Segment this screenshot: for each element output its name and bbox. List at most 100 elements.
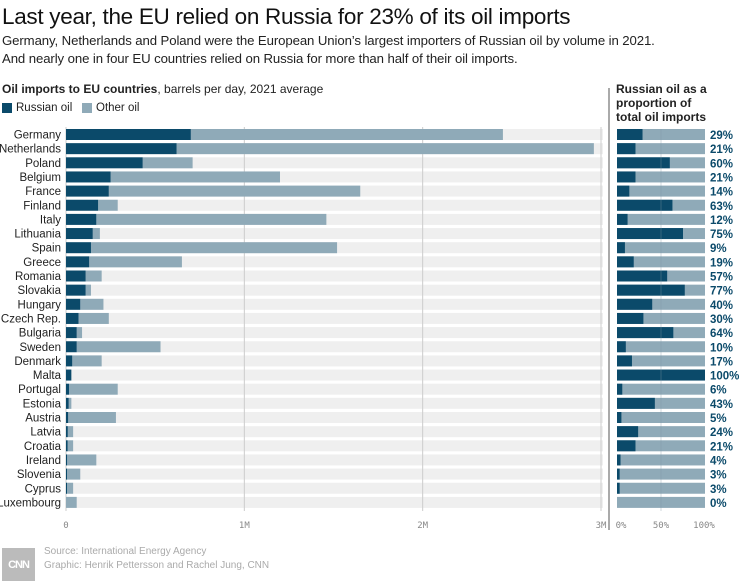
row-stripe	[66, 412, 603, 423]
subtitle-line-1: Germany, Netherlands and Poland were the…	[2, 33, 655, 48]
bar-other-oil	[92, 228, 100, 240]
country-label: Czech Rep.	[1, 313, 61, 325]
country-label: Belgium	[19, 172, 61, 184]
proportion-label: 24%	[710, 427, 733, 439]
proportion-label: 3%	[710, 484, 727, 496]
bar-other-oil	[89, 256, 182, 268]
proportion-label: 43%	[710, 399, 733, 411]
bar-other-oil	[90, 242, 338, 254]
legend-swatch-other	[82, 103, 92, 113]
proportion-label: 100%	[710, 371, 739, 383]
left-chart-heading: Oil imports to EU countries, barrels per…	[2, 82, 324, 96]
proportion-bar	[617, 157, 670, 169]
bar-other-oil	[98, 199, 118, 211]
row-stripe	[66, 284, 603, 296]
proportion-bar	[617, 312, 644, 324]
proportion-bar	[617, 341, 626, 353]
proportion-label: 10%	[710, 342, 733, 354]
bar-russian-oil	[66, 228, 93, 240]
row-stripe	[66, 199, 603, 211]
proportion-bar	[617, 228, 683, 240]
bar-russian-oil	[66, 312, 79, 324]
bar-russian-oil	[66, 171, 111, 183]
row-stripe	[66, 468, 603, 480]
proportion-label: 9%	[710, 243, 727, 255]
country-label: Luxembourg	[0, 497, 61, 509]
row-stripe	[66, 256, 603, 268]
proportion-bar	[617, 412, 622, 423]
row-stripe	[66, 454, 603, 466]
proportion-bar	[617, 270, 668, 282]
country-label: Spain	[32, 243, 61, 255]
bar-russian-oil	[66, 454, 68, 466]
bar-other-oil	[78, 312, 109, 324]
proportion-bar	[617, 468, 620, 480]
row-stripe	[66, 397, 603, 409]
bar-other-oil	[108, 185, 361, 197]
proportion-label: 57%	[710, 272, 733, 284]
country-label: Lithuania	[14, 229, 61, 241]
proportion-label: 21%	[710, 172, 733, 184]
legend-swatch-russian	[2, 103, 12, 113]
proportion-label: 63%	[710, 201, 733, 213]
bar-other-oil	[96, 213, 327, 225]
country-label: Estonia	[23, 398, 62, 410]
country-label: Romania	[15, 271, 62, 283]
proportion-bar	[617, 242, 625, 254]
country-label: Slovenia	[17, 469, 62, 481]
row-stripe	[66, 383, 603, 395]
bar-other-oil	[85, 284, 91, 296]
proportion-label: 29%	[710, 130, 733, 142]
proportion-label: 6%	[710, 385, 727, 397]
bar-other-oil	[80, 298, 104, 310]
country-label: Greece	[23, 257, 61, 269]
cnn-logo: CNN	[2, 548, 35, 581]
country-label: Sweden	[19, 342, 61, 354]
bar-russian-oil	[66, 199, 99, 211]
country-label: Bulgaria	[19, 328, 62, 340]
bar-russian-oil	[66, 213, 97, 225]
bar-other-oil	[67, 440, 74, 452]
proportion-label: 5%	[710, 413, 727, 425]
bar-other-oil	[68, 397, 72, 409]
row-stripe	[66, 426, 603, 438]
proportion-label: 17%	[710, 356, 733, 368]
bar-russian-oil	[66, 242, 91, 254]
bar-other-oil	[76, 341, 161, 353]
legend-other: Other oil	[82, 102, 139, 114]
proportion-label: 12%	[710, 215, 733, 227]
bar-other-oil	[68, 412, 116, 423]
proportion-label: 30%	[710, 314, 733, 326]
bar-russian-oil	[66, 284, 86, 296]
proportion-bar	[617, 171, 636, 183]
x-tick-label: 0	[63, 521, 68, 531]
row-stripe	[66, 355, 603, 367]
chart-title: Last year, the EU relied on Russia for 2…	[2, 4, 571, 29]
proportion-bar	[617, 298, 653, 310]
x-tick-label: 1M	[239, 521, 250, 531]
row-stripe	[66, 312, 603, 324]
proportion-bar	[617, 397, 655, 409]
country-label: Cyprus	[25, 483, 62, 495]
bar-other-oil	[190, 129, 503, 140]
bar-other-oil	[76, 327, 83, 339]
proportion-label: 64%	[710, 328, 733, 340]
row-stripe	[66, 440, 603, 452]
proportion-bar	[617, 256, 634, 268]
bar-russian-oil	[66, 270, 86, 282]
proportion-label: 77%	[710, 286, 733, 298]
proportion-bar	[617, 327, 674, 339]
bar-russian-oil	[66, 341, 77, 353]
bar-other-oil	[67, 426, 74, 438]
bar-other-oil	[85, 270, 102, 282]
bar-russian-oil	[66, 397, 69, 409]
proportion-bar	[617, 143, 636, 155]
proportion-tick-label: 0%	[616, 521, 627, 531]
proportion-tick-label: 50%	[653, 521, 670, 531]
right-chart-heading: Russian oil as a proportion of total oil…	[616, 82, 707, 124]
credit-text: Graphic: Henrik Pettersson and Rachel Ju…	[44, 560, 270, 571]
bar-other-oil	[66, 496, 77, 508]
proportion-label: 21%	[710, 441, 733, 453]
proportion-bar	[617, 129, 643, 140]
